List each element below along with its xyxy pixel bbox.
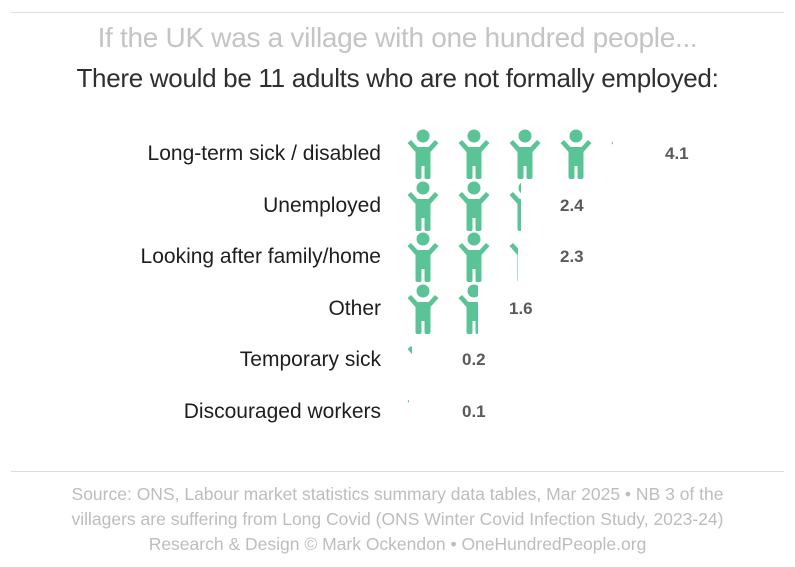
person-icon bbox=[405, 181, 441, 231]
chart-row: Other 1.6 bbox=[0, 283, 795, 335]
chart-row: Unemployed 2.4 bbox=[0, 180, 795, 232]
chart-row: Long-term sick / disabled 4.1 bbox=[0, 128, 795, 180]
category-label: Looking after family/home bbox=[140, 245, 381, 268]
category-label: Temporary sick bbox=[239, 348, 381, 371]
person-icon bbox=[507, 181, 521, 231]
category-label: Unemployed bbox=[263, 194, 381, 217]
category-label: Long-term sick / disabled bbox=[147, 142, 381, 165]
value-label: 2.4 bbox=[560, 196, 584, 215]
person-icon bbox=[456, 232, 492, 282]
value-label: 0.2 bbox=[462, 350, 486, 369]
category-label: Other bbox=[328, 297, 381, 320]
person-icon bbox=[405, 129, 441, 179]
bottom-divider bbox=[11, 471, 784, 472]
value-label: 2.3 bbox=[560, 247, 584, 266]
attribution: Research & Design © Mark Ockendon • OneH… bbox=[148, 534, 647, 554]
person-icon bbox=[405, 284, 441, 334]
chart-row: Discouraged workers 0.1 bbox=[0, 386, 795, 438]
value-label: 0.1 bbox=[462, 402, 486, 421]
person-icon bbox=[558, 129, 594, 179]
chart-subtitle: There would be 11 adults who are not for… bbox=[76, 63, 719, 93]
person-icon bbox=[507, 129, 543, 179]
person-icon bbox=[507, 232, 518, 282]
chart-title: If the UK was a village with one hundred… bbox=[97, 22, 698, 53]
person-icon bbox=[405, 335, 412, 385]
person-icon bbox=[405, 387, 409, 437]
person-icon bbox=[456, 181, 492, 231]
value-label: 1.6 bbox=[509, 299, 533, 318]
person-icon bbox=[456, 129, 492, 179]
person-icon bbox=[456, 284, 478, 334]
chart-row: Looking after family/home 2.3 bbox=[0, 231, 795, 283]
value-label: 4.1 bbox=[665, 144, 689, 163]
top-divider bbox=[11, 12, 784, 13]
category-label: Discouraged workers bbox=[183, 400, 381, 423]
person-icon bbox=[405, 232, 441, 282]
person-icon bbox=[609, 129, 613, 179]
chart-row: Temporary sick 0.2 bbox=[0, 334, 795, 386]
source-note: Source: ONS, Labour market statistics su… bbox=[71, 484, 724, 504]
source-note-continued: villagers are suffering from Long Covid … bbox=[71, 509, 724, 529]
footer-credits: Source: ONS, Labour market statistics su… bbox=[0, 482, 795, 557]
